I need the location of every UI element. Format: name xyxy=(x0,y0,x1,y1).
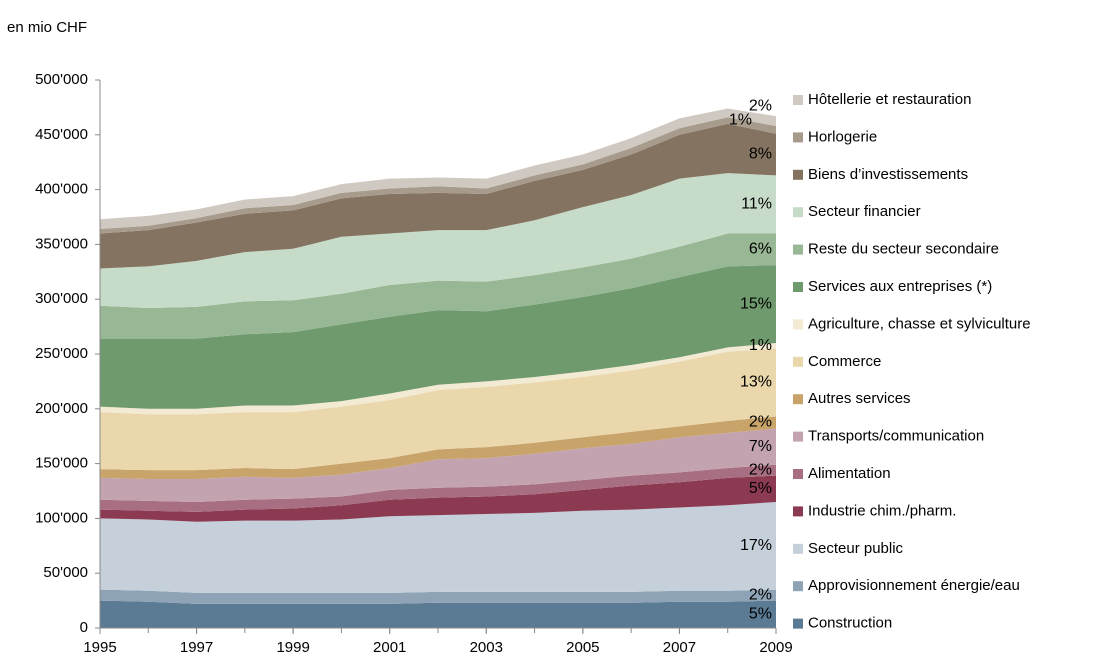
legend-swatch xyxy=(793,356,803,367)
x-tick-label: 2001 xyxy=(373,639,406,656)
legend-label: Horlogerie xyxy=(808,128,877,145)
area xyxy=(100,265,776,409)
share-label: 5% xyxy=(749,480,772,497)
legend-label: Alimentation xyxy=(808,465,891,482)
y-tick-label: 100'000 xyxy=(35,509,88,526)
share-label: 11% xyxy=(741,196,772,213)
share-label: 1% xyxy=(729,111,752,128)
y-axis-label: en mio CHF xyxy=(7,19,87,36)
legend-swatch xyxy=(793,207,803,218)
legend-swatch xyxy=(793,244,803,255)
x-tick-label: 2005 xyxy=(566,639,599,656)
area xyxy=(100,464,776,512)
legend-label: Industrie chim./pharm. xyxy=(808,502,956,519)
legend-swatch xyxy=(793,431,803,442)
share-label: 6% xyxy=(749,241,772,258)
legend-swatch xyxy=(793,506,803,517)
share-label: 13% xyxy=(740,374,772,391)
y-tick-label: 300'000 xyxy=(35,290,88,307)
legend-label: Secteur public xyxy=(808,540,904,557)
x-tick-label: 1997 xyxy=(180,639,213,656)
share-label: 2% xyxy=(749,461,772,478)
x-tick-label: 2003 xyxy=(470,639,503,656)
y-tick-label: 250'000 xyxy=(35,345,88,362)
x-tick-label: 2009 xyxy=(759,639,792,656)
legend-swatch xyxy=(793,282,803,292)
y-tick-label: 0 xyxy=(80,619,88,636)
x-tick-label: 1999 xyxy=(276,639,309,656)
y-tick-label: 400'000 xyxy=(35,181,88,198)
share-label: 17% xyxy=(740,537,772,554)
share-label: 5% xyxy=(749,606,772,623)
y-tick-label: 200'000 xyxy=(35,400,88,417)
share-label: 2% xyxy=(749,97,772,114)
legend-swatch xyxy=(793,469,803,479)
legend-label: Secteur financier xyxy=(808,203,921,220)
legend-label: Hôtellerie et restauration xyxy=(808,91,971,108)
x-tick-label: 2007 xyxy=(663,639,696,656)
legend-swatch xyxy=(793,169,803,180)
share-label: 7% xyxy=(749,438,772,455)
share-label: 1% xyxy=(749,337,772,354)
y-tick-label: 450'000 xyxy=(35,126,88,143)
legend-swatch xyxy=(793,132,803,143)
area xyxy=(100,173,776,308)
area xyxy=(100,589,776,604)
legend-swatch xyxy=(793,95,803,105)
legend-label: Agriculture, chasse et sylviculture xyxy=(808,315,1031,332)
area xyxy=(100,428,776,502)
legend-label: Reste du secteur secondaire xyxy=(808,241,999,258)
legend-swatch xyxy=(793,543,803,554)
area xyxy=(100,233,776,339)
share-label: 2% xyxy=(749,586,772,603)
area xyxy=(100,501,776,593)
area xyxy=(100,600,776,628)
legend-label: Commerce xyxy=(808,353,881,370)
share-label: 2% xyxy=(749,414,772,431)
x-tick-label: 1995 xyxy=(83,639,116,656)
area xyxy=(100,123,776,269)
legend-swatch xyxy=(793,319,803,330)
legend-swatch xyxy=(793,618,803,629)
legend-label: Transports/communication xyxy=(808,428,984,445)
legend-swatch xyxy=(793,581,803,592)
area xyxy=(100,108,776,230)
area xyxy=(100,416,776,479)
area xyxy=(100,348,776,471)
y-tick-label: 50'000 xyxy=(43,564,88,581)
legend-label: Services aux entreprises (*) xyxy=(808,278,992,295)
y-tick-label: 350'000 xyxy=(35,235,88,252)
share-label: 8% xyxy=(749,146,772,163)
area xyxy=(100,475,776,522)
legend-label: Biens d’investissements xyxy=(808,166,968,183)
legend-label: Autres services xyxy=(808,390,911,407)
legend-label: Construction xyxy=(808,615,892,632)
legend-swatch xyxy=(793,394,803,405)
share-label: 15% xyxy=(740,295,772,312)
y-tick-label: 150'000 xyxy=(35,455,88,472)
legend-label: Approvisionnement énergie/eau xyxy=(808,577,1020,594)
y-tick-label: 500'000 xyxy=(35,71,88,88)
